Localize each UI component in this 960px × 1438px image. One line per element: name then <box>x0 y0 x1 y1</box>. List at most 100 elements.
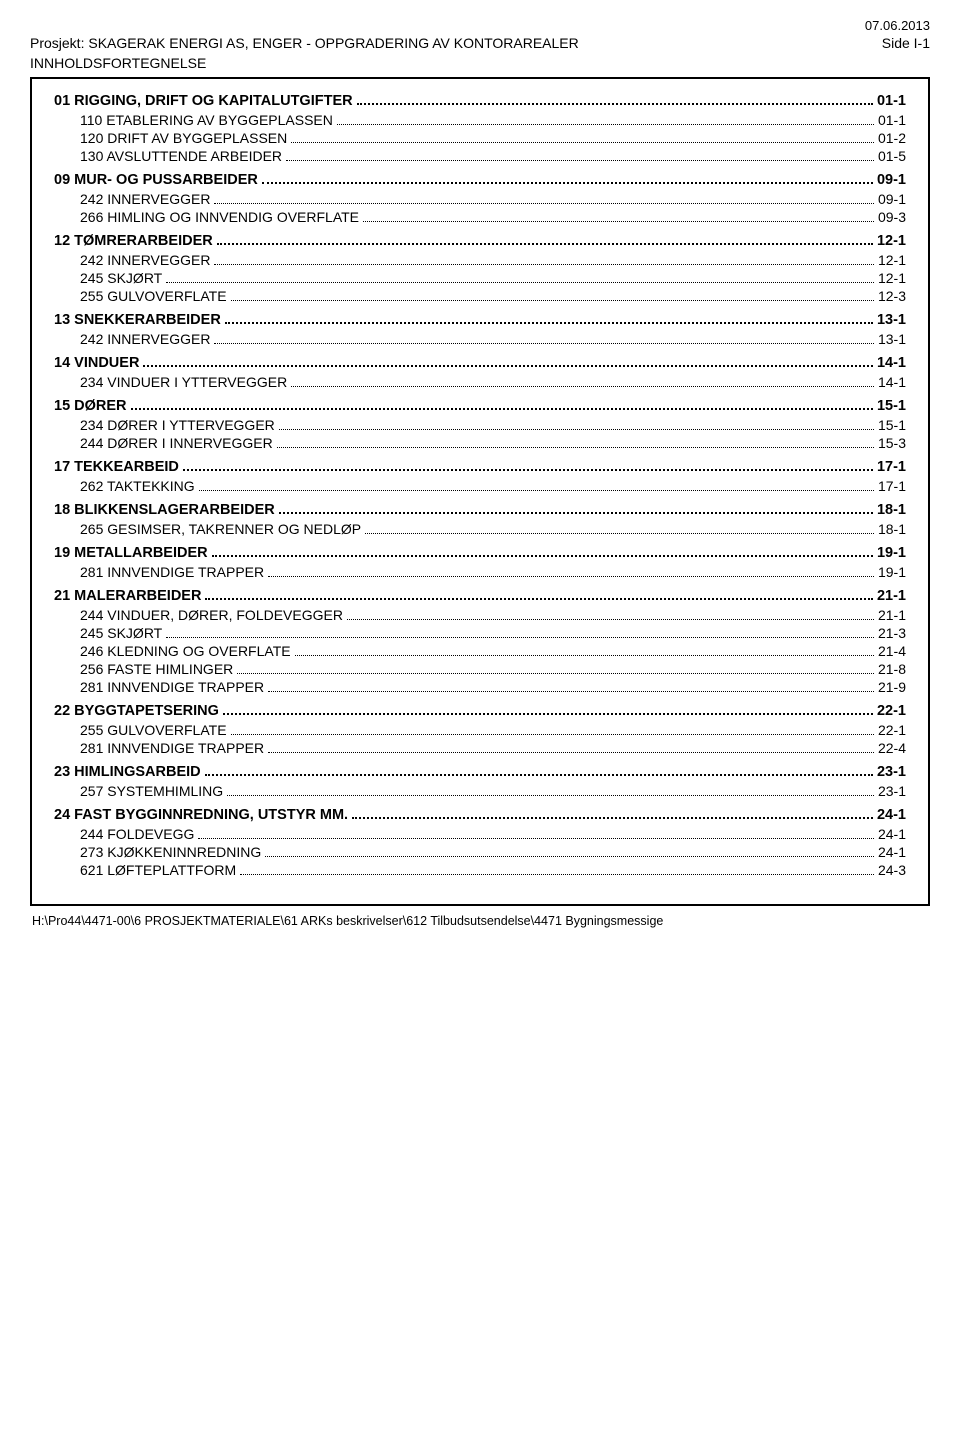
leader-dots <box>223 713 873 715</box>
toc-item[interactable]: 242 INNERVEGGER09-1 <box>80 191 906 207</box>
toc-section-page: 21-1 <box>877 588 906 604</box>
toc-section: 14 VINDUER14-1 234 VINDUER I YTTERVEGGER1… <box>54 355 906 390</box>
toc-section-title: 17 TEKKEARBEID <box>54 459 179 475</box>
toc-item-label: 281 INNVENDIGE TRAPPER <box>80 740 264 756</box>
toc-section: 23 HIMLINGSARBEID23-1 257 SYSTEMHIMLING23… <box>54 764 906 799</box>
leader-dots <box>214 343 874 344</box>
leader-dots <box>198 838 874 839</box>
toc-section-title: 12 TØMRERARBEIDER <box>54 233 213 249</box>
toc-item[interactable]: 244 DØRER I INNERVEGGER15-3 <box>80 435 906 451</box>
toc-section-heading[interactable]: 19 METALLARBEIDER19-1 <box>54 545 906 561</box>
toc-section: 12 TØMRERARBEIDER12-1242 INNERVEGGER12-1… <box>54 233 906 304</box>
toc-item-page: 17-1 <box>878 478 906 494</box>
toc-section: 17 TEKKEARBEID 17-1 262 TAKTEKKING 17-1 <box>54 459 906 494</box>
toc-item[interactable]: 130 AVSLUTTENDE ARBEIDER01-5 <box>80 148 906 164</box>
toc-section-heading[interactable]: 18 BLIKKENSLAGERARBEIDER18-1 <box>54 502 906 518</box>
toc-item-page: 23-1 <box>878 783 906 799</box>
toc-item-label: 273 KJØKKENINNREDNING <box>80 844 261 860</box>
leader-dots <box>199 490 874 491</box>
toc-section-heading[interactable]: 22 BYGGTAPETSERING22-1 <box>54 703 906 719</box>
toc-section-page: 15-1 <box>877 398 906 414</box>
leader-dots <box>347 619 874 620</box>
toc-section-heading[interactable]: 12 TØMRERARBEIDER12-1 <box>54 233 906 249</box>
toc-item-label: 262 TAKTEKKING <box>80 478 195 494</box>
toc-item-page: 12-3 <box>878 288 906 304</box>
page-side: Side I-1 <box>882 35 930 51</box>
toc-item[interactable]: 245 SKJØRT 12-1 <box>80 270 906 286</box>
leader-dots <box>352 817 873 819</box>
toc-item[interactable]: 257 SYSTEMHIMLING23-1 <box>80 783 906 799</box>
toc-section: 24 FAST BYGGINNREDNING, UTSTYR MM.24-1 24… <box>54 807 906 878</box>
toc-item[interactable]: 242 INNERVEGGER12-1 <box>80 252 906 268</box>
toc-item-label: 120 DRIFT AV BYGGEPLASSEN <box>80 130 287 146</box>
toc-item-page: 19-1 <box>878 564 906 580</box>
toc-item[interactable]: 255 GULVOVERFLATE12-3 <box>80 288 906 304</box>
toc-section-title: 01 RIGGING, DRIFT OG KAPITALUTGIFTER <box>54 93 353 109</box>
toc-section: 19 METALLARBEIDER19-1 281 INNVENDIGE TRAP… <box>54 545 906 580</box>
toc-item-page: 01-5 <box>878 148 906 164</box>
toc-section-heading[interactable]: 13 SNEKKERARBEIDER13-1 <box>54 312 906 328</box>
toc-item-label: 246 KLEDNING OG OVERFLATE <box>80 643 291 659</box>
toc-item[interactable]: 242 INNERVEGGER13-1 <box>80 331 906 347</box>
toc-item-label: 245 SKJØRT <box>80 625 162 641</box>
toc-item[interactable]: 621 LØFTEPLATTFORM24-3 <box>80 862 906 878</box>
leader-dots <box>212 555 873 557</box>
toc-section-title: 14 VINDUER <box>54 355 139 371</box>
toc-section: 09 MUR- OG PUSSARBEIDER09-1 242 INNERVEGG… <box>54 172 906 225</box>
leader-dots <box>231 734 874 735</box>
toc-section-heading[interactable]: 15 DØRER 15-1 <box>54 398 906 414</box>
toc-item[interactable]: 256 FASTE HIMLINGER21-8 <box>80 661 906 677</box>
leader-dots <box>277 447 874 448</box>
toc-item-page: 01-1 <box>878 112 906 128</box>
toc-section-heading[interactable]: 17 TEKKEARBEID 17-1 <box>54 459 906 475</box>
toc-item[interactable]: 273 KJØKKENINNREDNING24-1 <box>80 844 906 860</box>
toc-item[interactable]: 255 GULVOVERFLATE22-1 <box>80 722 906 738</box>
leader-dots <box>205 598 873 600</box>
leader-dots <box>279 429 874 430</box>
toc-section: 21 MALERARBEIDER21-1 244 VINDUER, DØRER, … <box>54 588 906 695</box>
toc-item[interactable]: 266 HIMLING OG INNVENDIG OVERFLATE09-3 <box>80 209 906 225</box>
toc-item-page: 12-1 <box>878 270 906 286</box>
toc-item[interactable]: 246 KLEDNING OG OVERFLATE21-4 <box>80 643 906 659</box>
toc-item[interactable]: 244 FOLDEVEGG24-1 <box>80 826 906 842</box>
toc-item[interactable]: 281 INNVENDIGE TRAPPER21-9 <box>80 679 906 695</box>
toc-section-page: 09-1 <box>877 172 906 188</box>
toc-item[interactable]: 265 GESIMSER, TAKRENNER OG NEDLØP18-1 <box>80 521 906 537</box>
subtitle: INNHOLDSFORTEGNELSE <box>30 55 930 71</box>
leader-dots <box>205 774 873 776</box>
leader-dots <box>291 386 874 387</box>
leader-dots <box>286 160 874 161</box>
toc-item-label: 245 SKJØRT <box>80 270 162 286</box>
toc-section-title: 15 DØRER <box>54 398 127 414</box>
toc-section-title: 13 SNEKKERARBEIDER <box>54 312 221 328</box>
toc-item-page: 22-1 <box>878 722 906 738</box>
toc-section-title: 18 BLIKKENSLAGERARBEIDER <box>54 502 275 518</box>
toc-item[interactable]: 244 VINDUER, DØRER, FOLDEVEGGER21-1 <box>80 607 906 623</box>
toc-section-heading[interactable]: 01 RIGGING, DRIFT OG KAPITALUTGIFTER 01-1 <box>54 93 906 109</box>
leader-dots <box>217 243 873 245</box>
leader-dots <box>225 322 873 324</box>
toc-section-page: 17-1 <box>877 459 906 475</box>
leader-dots <box>143 365 873 367</box>
toc-item-page: 15-1 <box>878 417 906 433</box>
toc-item-page: 09-3 <box>878 209 906 225</box>
toc-item[interactable]: 245 SKJØRT21-3 <box>80 625 906 641</box>
toc-section-heading[interactable]: 14 VINDUER14-1 <box>54 355 906 371</box>
toc-item[interactable]: 234 VINDUER I YTTERVEGGER14-1 <box>80 374 906 390</box>
toc-section-heading[interactable]: 23 HIMLINGSARBEID23-1 <box>54 764 906 780</box>
leader-dots <box>240 874 874 875</box>
toc-section-heading[interactable]: 09 MUR- OG PUSSARBEIDER09-1 <box>54 172 906 188</box>
toc-section-page: 01-1 <box>877 93 906 109</box>
toc-item[interactable]: 234 DØRER I YTTERVEGGER15-1 <box>80 417 906 433</box>
toc-item-label: 621 LØFTEPLATTFORM <box>80 862 236 878</box>
toc-item-page: 15-3 <box>878 435 906 451</box>
toc-item[interactable]: 281 INNVENDIGE TRAPPER22-4 <box>80 740 906 756</box>
toc-item[interactable]: 110 ETABLERING AV BYGGEPLASSEN01-1 <box>80 112 906 128</box>
toc-section-heading[interactable]: 24 FAST BYGGINNREDNING, UTSTYR MM.24-1 <box>54 807 906 823</box>
project-title: Prosjekt: SKAGERAK ENERGI AS, ENGER - OP… <box>30 35 579 51</box>
toc-item[interactable]: 281 INNVENDIGE TRAPPER19-1 <box>80 564 906 580</box>
toc-section-heading[interactable]: 21 MALERARBEIDER21-1 <box>54 588 906 604</box>
toc-item[interactable]: 262 TAKTEKKING 17-1 <box>80 478 906 494</box>
toc-section-page: 23-1 <box>877 764 906 780</box>
toc-item[interactable]: 120 DRIFT AV BYGGEPLASSEN01-2 <box>80 130 906 146</box>
